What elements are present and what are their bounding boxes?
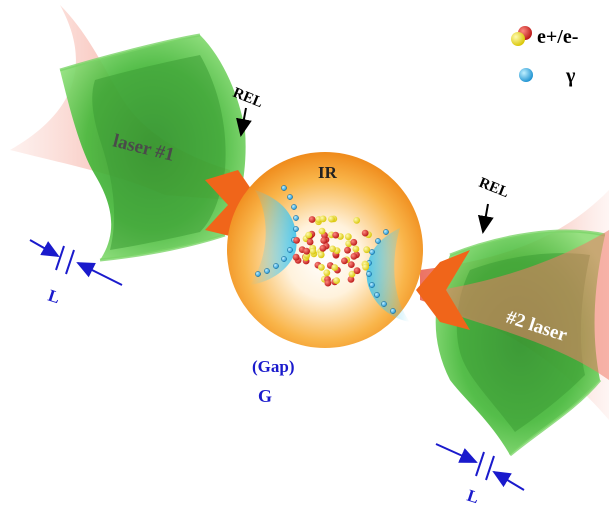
legend-photon-icon — [519, 68, 533, 82]
pair-particle — [332, 231, 340, 239]
thickness-label-left: L — [46, 286, 63, 308]
pair-particle — [353, 217, 361, 224]
pair-particle — [329, 245, 336, 253]
pair-particle — [319, 215, 327, 223]
pair-particle — [293, 237, 300, 244]
pair-particle — [324, 279, 332, 287]
ir-label: IR — [318, 163, 338, 182]
legend: e+/e- γ — [511, 26, 578, 87]
legend-pair-icon — [511, 26, 532, 46]
gap-label: (Gap) — [252, 357, 295, 376]
pair-particle — [348, 270, 356, 278]
rel-arrow-left — [236, 107, 252, 137]
pair-particle — [333, 277, 340, 284]
foil-left — [59, 33, 246, 262]
pair-particle — [344, 246, 351, 254]
pair-particle — [319, 244, 327, 252]
pair-particle — [350, 253, 358, 260]
pair-particle — [303, 247, 310, 255]
pair-particle — [328, 215, 335, 223]
rel-arrow-right — [477, 203, 494, 234]
pair-particle — [341, 257, 348, 265]
rel-jet-right — [416, 250, 470, 330]
photon-dots-right — [366, 229, 396, 314]
photon-dots-left — [255, 185, 299, 277]
pair-particle — [309, 247, 317, 255]
pair-particle — [347, 276, 355, 283]
photon-cap-right — [366, 228, 410, 322]
pair-particle — [292, 253, 300, 261]
pair-particle — [317, 251, 325, 259]
pair-particle — [305, 231, 313, 239]
pair-particle — [352, 245, 360, 253]
gap-symbol: G — [258, 386, 272, 406]
pair-particle — [363, 246, 371, 254]
pair-particle — [362, 263, 369, 271]
pair-particle — [353, 267, 361, 275]
pair-particle — [361, 229, 369, 237]
rel-label-right: REL — [477, 175, 512, 201]
legend-photon-label: γ — [565, 65, 576, 87]
pair-particle — [345, 240, 353, 248]
pair-particle — [350, 238, 358, 246]
thickness-marker-left — [29, 239, 123, 286]
pair-particle — [344, 233, 352, 241]
pair-particle — [331, 264, 339, 271]
pair-particle — [320, 237, 328, 244]
laser-beam-right-overlay — [440, 230, 609, 380]
legend-pair-label: e+/e- — [537, 26, 578, 48]
pair-particle — [308, 216, 316, 223]
pair-particle — [323, 269, 331, 277]
thickness-marker-right — [435, 443, 525, 491]
pair-particle — [347, 261, 355, 268]
thickness-label-right: L — [465, 486, 482, 507]
pair-particle — [318, 263, 325, 271]
pair-particle — [306, 238, 314, 246]
pair-particle — [318, 227, 326, 235]
pair-cluster — [292, 215, 372, 287]
